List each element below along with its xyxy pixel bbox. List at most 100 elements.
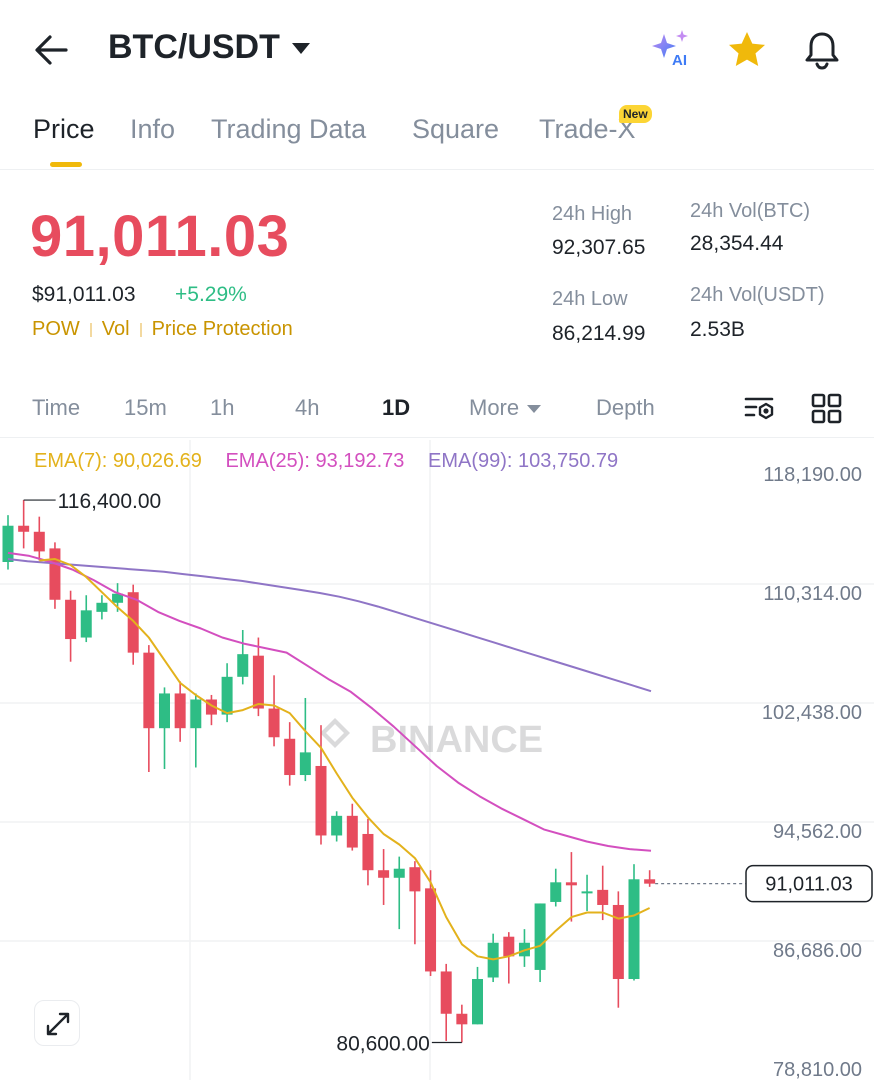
bell-icon[interactable] (800, 28, 844, 72)
tab-square[interactable]: Square (412, 114, 500, 144)
candle-body (268, 708, 280, 738)
y-axis-tick-label: 102,438.00 (762, 702, 862, 724)
new-badge: New (619, 105, 652, 123)
ema-legend: EMA(7): 90,026.69 EMA(25): 93,192.73 EMA… (34, 450, 636, 473)
tab-price[interactable]: Price (33, 114, 95, 144)
candle-body (331, 815, 343, 836)
back-arrow-icon[interactable] (30, 30, 74, 70)
candle-body (315, 765, 327, 836)
indicator-settings-icon[interactable] (742, 390, 778, 426)
candlestick-chart[interactable]: BINANCE 118,190.00 110,314.00 102,438.00 94,… (0, 440, 874, 1080)
tag-price-protection[interactable]: Price Protection (151, 318, 293, 340)
vol-btc-value: 28,354.44 (690, 232, 784, 255)
candle-body (205, 699, 217, 715)
interval-more[interactable]: More (469, 395, 542, 421)
candle-body (644, 879, 656, 884)
interval-1d[interactable]: 1D (382, 395, 411, 420)
candle-body (378, 870, 390, 878)
candle-body (362, 833, 374, 871)
candle-body (18, 525, 30, 532)
candle-body (612, 904, 624, 980)
last-price-box (745, 864, 873, 903)
ema25-line (7, 551, 652, 852)
candle-body (174, 693, 186, 729)
candle-body (237, 654, 249, 677)
vol-usdt-label: 24h Vol(USDT) (690, 284, 825, 306)
price-change: +5.29% (175, 283, 247, 306)
candle-body (33, 531, 45, 552)
y-axis-tick-label: 86,686.00 (773, 940, 862, 962)
tag-pow[interactable]: POW (32, 318, 80, 340)
candle-body (127, 592, 139, 653)
y-axis-tick-label: 118,190.00 (763, 464, 862, 486)
candle-body (534, 903, 546, 970)
tag-divider (89, 322, 92, 337)
candle-body (581, 891, 593, 894)
ema25-label: EMA(25): 93,192.73 (225, 450, 405, 472)
last-price: 91,011.03 (30, 204, 290, 269)
candle-body (425, 888, 437, 972)
y-axis-tick-label: 78,810.00 (773, 1059, 862, 1080)
tab-info[interactable]: Info (130, 114, 176, 144)
chevron-down-icon (291, 43, 310, 54)
interval-4h[interactable]: 4h (295, 395, 320, 420)
candle-body (2, 525, 14, 562)
tag-vol[interactable]: Vol (101, 318, 130, 340)
low-marker-label: 80,600.00 (336, 1032, 429, 1055)
pair-label: BTC/USDT (108, 28, 280, 66)
expand-icon (46, 1012, 70, 1036)
candle-body (143, 652, 155, 729)
interval-time[interactable]: Time (32, 395, 81, 420)
vol-btc-label: 24h Vol(BTC) (690, 200, 811, 222)
star-icon[interactable] (725, 28, 769, 72)
interval-15m[interactable]: 15m (124, 395, 167, 420)
candle-body (159, 693, 170, 729)
interval-bar: Time 15m 1h 4h 1D More Depth (0, 380, 874, 438)
candle-body (96, 602, 108, 612)
tag-divider (139, 322, 142, 337)
binance-logo-icon (320, 718, 350, 748)
high-marker-label: 116,400.00 (58, 490, 162, 513)
candle-body (472, 979, 483, 1025)
ema99-line (7, 558, 652, 693)
candle-body (284, 738, 296, 776)
low-value: 86,214.99 (552, 322, 646, 345)
ai-label: AI (672, 52, 687, 69)
ema7-label: EMA(7): 90,026.69 (34, 450, 202, 472)
ema99-label: EMA(99): 103,750.79 (428, 450, 619, 472)
candle-body (80, 610, 92, 638)
fullscreen-button[interactable] (34, 1000, 80, 1046)
y-axis-tick-label: 94,562.00 (773, 821, 862, 843)
vol-usdt-value: 2.53B (690, 318, 745, 341)
candle-body (252, 655, 264, 709)
header: BTC/USDT AI (0, 0, 874, 100)
watermark: BINANCE (320, 718, 543, 761)
tab-bar: Price Info Trading Data Square Trade-X (0, 100, 874, 170)
candle-body (550, 882, 562, 902)
tab-trading-data[interactable]: Trading Data (211, 114, 367, 144)
candle-body (409, 867, 421, 892)
interval-1h[interactable]: 1h (210, 395, 235, 420)
interval-more-label: More (469, 395, 520, 420)
layout-grid-icon[interactable] (808, 390, 844, 426)
watermark-text: BINANCE (370, 719, 543, 761)
high-value: 92,307.65 (552, 236, 646, 259)
candle-body (221, 676, 233, 715)
candle-body (346, 815, 358, 848)
high-label: 24h High (552, 203, 633, 225)
chevron-down-icon (527, 405, 542, 414)
candle-body (503, 936, 515, 957)
candle-body (393, 868, 405, 878)
active-tab-indicator (50, 162, 82, 167)
ai-sparkle-icon[interactable]: AI (650, 28, 694, 72)
pair-selector[interactable]: BTC/USDT (108, 28, 310, 67)
usd-price: $91,011.03 (32, 283, 136, 306)
candle-body (597, 889, 609, 905)
candle-body (299, 752, 311, 776)
candle-body (456, 1013, 468, 1025)
last-price-label: 91,011.03 (765, 874, 853, 896)
interval-depth[interactable]: Depth (596, 395, 655, 420)
candle-body (628, 879, 640, 980)
candle-body (112, 593, 124, 603)
y-axis-tick-label: 110,314.00 (763, 583, 862, 605)
